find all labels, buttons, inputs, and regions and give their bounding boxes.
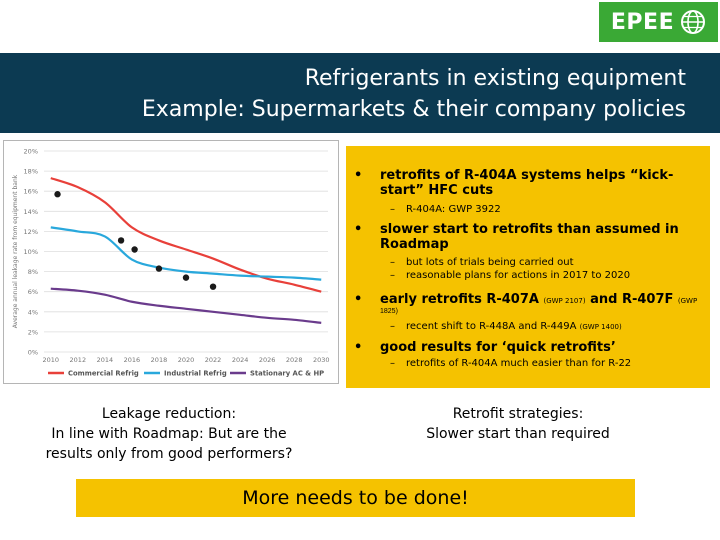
bullet-1-sub-1-text: R-404A: GWP 3922 xyxy=(406,204,501,215)
caption-left-line-2: In line with Roadmap: But are the xyxy=(51,426,287,442)
data-point xyxy=(54,191,61,198)
y-tick-label: 10% xyxy=(24,248,38,256)
dash-marker: – xyxy=(390,270,395,281)
x-tick-label: 2012 xyxy=(70,356,87,364)
series-line-2 xyxy=(50,226,322,281)
y-tick-label: 4% xyxy=(28,308,38,316)
bullet-2-marker: • xyxy=(354,222,363,237)
bullet-3-sub-1-small: (GWP 1400) xyxy=(579,323,622,331)
dash-marker: – xyxy=(390,204,395,215)
series-line-1 xyxy=(50,177,322,293)
bullet-2-sub-1-text: but lots of trials being carried out xyxy=(406,257,574,268)
x-tick-label: 2030 xyxy=(313,356,330,364)
bullet-3-text-b: and R-407F xyxy=(585,292,678,307)
data-point xyxy=(209,283,217,290)
bullet-3-text-a: early retrofits R-407A xyxy=(380,292,544,307)
y-tick-label: 16% xyxy=(24,188,38,196)
bullet-3-sub-1-text: recent shift to R-448A and R-449A xyxy=(406,321,580,332)
caption-left-line-1: Leakage reduction: xyxy=(101,406,237,422)
x-tick-label: 2028 xyxy=(286,356,303,364)
bullet-2-text: slower start to retrofits than assumed i… xyxy=(380,222,679,252)
bullet-4-text: good results for ‘quick retrofits’ xyxy=(380,340,616,355)
globe-icon xyxy=(681,10,706,34)
data-point xyxy=(117,237,125,244)
logo-text: EPEE xyxy=(610,9,675,35)
y-tick-label: 12% xyxy=(24,228,38,236)
bullet-3-small-c: 1825) xyxy=(380,308,398,315)
y-tick-label: 18% xyxy=(24,168,38,176)
bullet-3-small-b: (GWP xyxy=(677,297,698,305)
x-tick-label: 2022 xyxy=(205,356,222,364)
y-tick-label: 0% xyxy=(28,349,38,357)
caption-right: Retrofit strategies: Slower start than r… xyxy=(400,404,636,444)
data-point xyxy=(131,246,138,253)
y-tick-label: 6% xyxy=(28,288,38,296)
title-bar: Refrigerants in existing equipment Examp… xyxy=(0,53,720,133)
bullet-2-sub-2-text: reasonable plans for actions in 2017 to … xyxy=(406,270,631,281)
bullet-4-marker: • xyxy=(354,340,363,355)
slide-title: Refrigerants in existing equipment Examp… xyxy=(142,63,686,125)
x-tick-label: 2016 xyxy=(124,356,141,364)
title-line-1: Refrigerants in existing equipment xyxy=(304,66,686,91)
y-tick-label: 2% xyxy=(28,328,38,336)
conclusion-box: More needs to be done! xyxy=(76,479,635,517)
data-point xyxy=(182,274,190,281)
bullet-3-sub-1: – recent shift to R-448A and R-449A (GWP … xyxy=(390,321,622,333)
bullet-4-sub-1: – retrofits of R-404A much easier than fo… xyxy=(390,358,631,370)
title-line-2: Example: Supermarkets & their company po… xyxy=(141,97,686,122)
y-tick-label: 8% xyxy=(28,268,38,276)
bullet-3-text: early retrofits R-407A (GWP 2107) and R-… xyxy=(380,292,700,309)
bullet-2-sub-1: – but lots of trials being carried out xyxy=(390,257,574,269)
caption-right-line-1: Retrofit strategies: xyxy=(452,406,584,422)
bullet-panel: • retrofits of R-404A systems helps “kic… xyxy=(346,146,710,388)
x-tick-label: 2014 xyxy=(97,356,114,364)
x-tick-label: 2018 xyxy=(151,356,168,364)
legend-label-3: Stationary AC & HP xyxy=(250,370,324,378)
x-tick-label: 2020 xyxy=(178,356,195,364)
y-tick-label: 14% xyxy=(24,208,38,216)
data-point xyxy=(155,265,163,272)
x-tick-label: 2024 xyxy=(232,356,249,364)
x-tick-label: 2010 xyxy=(42,356,59,364)
bullet-1-sub-1: – R-404A: GWP 3922 xyxy=(390,204,501,216)
x-tick-label: 2026 xyxy=(259,356,276,364)
caption-left: Leakage reduction: In line with Roadmap:… xyxy=(24,404,314,464)
series-line-3 xyxy=(50,287,322,324)
y-axis-label: Average annual leakage rate from equipme… xyxy=(12,174,19,328)
dash-marker: – xyxy=(390,321,395,332)
legend-label-1: Commercial Refrig xyxy=(68,370,139,378)
caption-left-line-3: results only from good performers? xyxy=(45,446,293,462)
dash-marker: – xyxy=(390,257,395,268)
bullet-3-small-a: (GWP 2107) xyxy=(543,297,586,305)
caption-right-line-2: Slower start than required xyxy=(426,426,610,442)
bullet-1-text: retrofits of R-404A systems helps “kick-… xyxy=(380,168,674,198)
leakage-chart: 0% 2% 4% 6% 8% 10% 12% 14% 16% 18% 20% 2010 2012 2014… xyxy=(3,140,339,384)
bullet-2-sub-2: – reasonable plans for actions in 2017 to… xyxy=(390,270,630,282)
epee-logo: EPEE xyxy=(599,2,718,42)
bullet-4-sub-1-text: retrofits of R-404A much easier than for… xyxy=(406,358,632,369)
y-tick-label: 20% xyxy=(24,148,38,156)
conclusion-text: More needs to be done! xyxy=(242,487,469,509)
dash-marker: – xyxy=(390,358,395,369)
bullet-1-marker: • xyxy=(354,168,363,183)
bullet-3-marker: • xyxy=(354,292,363,307)
legend-label-2: Industrial Refrig xyxy=(164,370,227,378)
leakage-chart-svg: 0% 2% 4% 6% 8% 10% 12% 14% 16% 18% 20% 2010 2012 2014… xyxy=(12,148,330,378)
